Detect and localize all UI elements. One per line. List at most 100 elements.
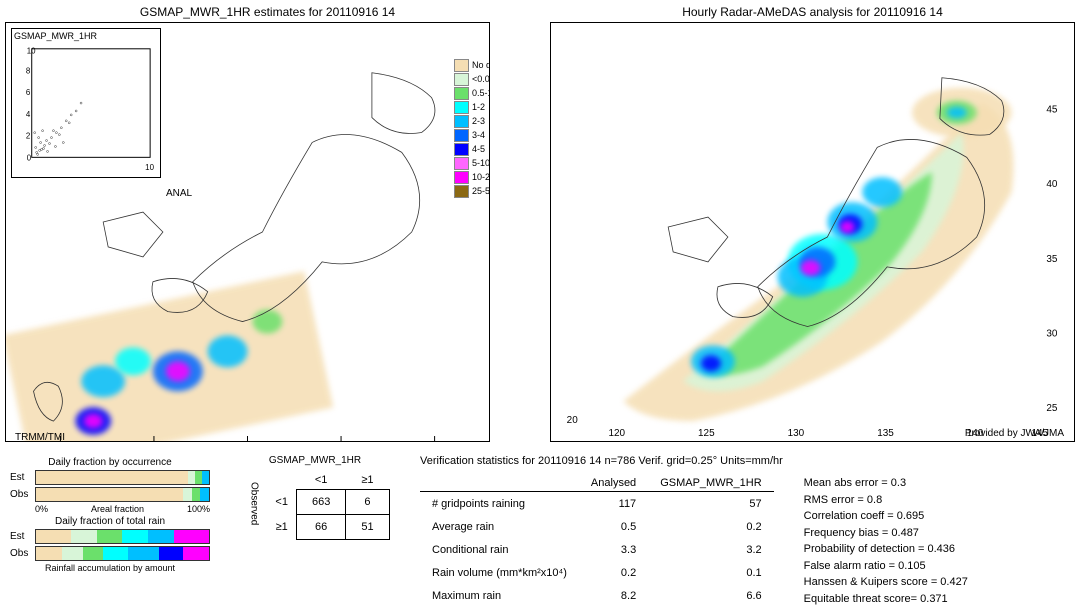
verif-row-v2: 57 [648, 492, 773, 516]
legend-item: 4-5 [454, 142, 490, 156]
legend-item: 3-4 [454, 128, 490, 142]
verif-row-v1: 3.3 [579, 538, 648, 561]
svg-text:20: 20 [567, 415, 579, 426]
trmm-label: TRMM/TMI [15, 432, 65, 443]
right-map-panel: Hourly Radar-AMeDAS analysis for 2011091… [550, 5, 1075, 445]
verif-row-v2: 0.2 [648, 515, 773, 538]
maps-row: GSMAP_MWR_1HR estimates for 20110916 14 [0, 0, 1080, 450]
scatter-title: GSMAP_MWR_1HR [12, 29, 160, 43]
svg-text:40: 40 [1046, 179, 1058, 190]
svg-text:135: 135 [877, 428, 894, 439]
legend-label: No data [472, 60, 490, 70]
bar-segment [97, 530, 123, 543]
legend-label: 2-3 [472, 116, 485, 126]
svg-text:125: 125 [698, 428, 715, 439]
verif-row-v2: 6.6 [648, 584, 773, 607]
ct-row1: <1 [267, 490, 296, 515]
bar-segment [183, 547, 209, 560]
verif-col-analysed: Analysed [579, 475, 648, 492]
observed-label: Observed [248, 482, 259, 525]
accum-title: Rainfall accumulation by amount [10, 563, 210, 573]
totalrain-est-bar [35, 529, 210, 544]
est-label-2: Est [10, 531, 35, 542]
bar-segment [36, 471, 188, 484]
verif-row-v2: 0.1 [648, 561, 773, 584]
left-map-box: GSMAP_MWR_1HR [5, 22, 490, 442]
right-map-box: 120125130 135140145 20 454035 3025 Provi… [550, 22, 1075, 442]
bar-segment [200, 488, 209, 501]
ct-col1: <1 [296, 471, 345, 490]
bar-segment [83, 547, 104, 560]
svg-text:35: 35 [1046, 254, 1058, 265]
metric-line: Correlation coeff = 0.695 [804, 508, 968, 525]
svg-text:0: 0 [27, 153, 32, 162]
legend-label: 0.5-1 [472, 88, 490, 98]
svg-text:130: 130 [788, 428, 805, 439]
legend-item: 0.5-1 [454, 86, 490, 100]
scatter-plot-svg: 010 10 24 68 [12, 43, 160, 173]
occurrence-est-bar [35, 470, 210, 485]
scatter-inset: GSMAP_MWR_1HR [11, 28, 161, 178]
legend-item: 2-3 [454, 114, 490, 128]
verif-row-label: Average rain [420, 515, 579, 538]
verif-row-v1: 0.5 [579, 515, 648, 538]
verif-row: Rain volume (mm*km²x10⁴)0.20.1 [420, 561, 774, 584]
legend-item: <0.01 [454, 72, 490, 86]
bar-segment [128, 547, 159, 560]
verification-title: Verification statistics for 20110916 14 … [420, 455, 1070, 467]
metric-line: Equitable threat score= 0.371 [804, 591, 968, 608]
verification-panel: Verification statistics for 20110916 14 … [420, 455, 1070, 605]
stats-row: Daily fraction by occurrence Est Obs 0%A… [0, 450, 1080, 610]
bar-segment [202, 471, 209, 484]
precip-legend: No data <0.01 0.5-1 1-2 2-3 3-4 4-5 5-10 10-25 25… [454, 58, 490, 198]
verif-row-label: Conditional rain [420, 538, 579, 561]
legend-label: 1-2 [472, 102, 485, 112]
left-map-title: GSMAP_MWR_1HR estimates for 20110916 14 [5, 5, 530, 19]
legend-swatch [454, 101, 469, 114]
svg-text:8: 8 [26, 66, 31, 75]
provided-label: Provided by JWA/JMA [965, 428, 1064, 439]
legend-swatch [454, 171, 469, 184]
bar-segment [71, 530, 97, 543]
verif-row-v1: 8.2 [579, 584, 648, 607]
metric-line: False alarm ratio = 0.105 [804, 558, 968, 575]
svg-text:25: 25 [1046, 403, 1058, 414]
verif-row: Maximum rain8.26.6 [420, 584, 774, 607]
ct-v21: 66 [296, 515, 345, 540]
legend-label: 25-50 [472, 186, 490, 196]
bar-segment [195, 471, 202, 484]
bar-segment [36, 530, 71, 543]
bar-segment [188, 471, 195, 484]
legend-item: No data [454, 58, 490, 72]
bar-segment [192, 488, 201, 501]
metrics-list: Mean abs error = 0.3RMS error = 0.8Corre… [804, 475, 968, 607]
legend-item: 1-2 [454, 100, 490, 114]
metric-line: Hanssen & Kuipers score = 0.427 [804, 574, 968, 591]
svg-text:10: 10 [27, 47, 36, 56]
scale-0: 0% [35, 504, 48, 514]
metric-line: Frequency bias = 0.487 [804, 525, 968, 542]
occurrence-obs-bar [35, 487, 210, 502]
right-map-svg: 120125130 135140145 20 454035 3025 [551, 23, 1074, 441]
contingency-panel: GSMAP_MWR_1HR Observed <1≥1 <16636 ≥1665… [225, 455, 405, 605]
legend-swatch [454, 129, 469, 142]
svg-text:30: 30 [1046, 329, 1058, 340]
legend-swatch [454, 73, 469, 86]
svg-text:120: 120 [608, 428, 625, 439]
svg-text:45: 45 [1046, 105, 1058, 116]
right-map-title: Hourly Radar-AMeDAS analysis for 2011091… [550, 5, 1075, 19]
verif-row-label: # gridpoints raining [420, 492, 579, 516]
scale-mid: Areal fraction [91, 504, 144, 514]
legend-swatch [454, 115, 469, 128]
legend-label: 5-10 [472, 158, 490, 168]
verif-row-label: Rain volume (mm*km²x10⁴) [420, 561, 579, 584]
legend-item: 10-25 [454, 170, 490, 184]
verif-row: Average rain0.50.2 [420, 515, 774, 538]
legend-label: 4-5 [472, 144, 485, 154]
svg-text:6: 6 [26, 88, 31, 97]
root: GSMAP_MWR_1HR estimates for 20110916 14 [0, 0, 1080, 612]
verif-col-gsmap: GSMAP_MWR_1HR [648, 475, 773, 492]
contingency-table: Observed <1≥1 <16636 ≥16651 [240, 471, 389, 540]
scale-100: 100% [187, 504, 210, 514]
metric-line: Probability of detection = 0.436 [804, 541, 968, 558]
